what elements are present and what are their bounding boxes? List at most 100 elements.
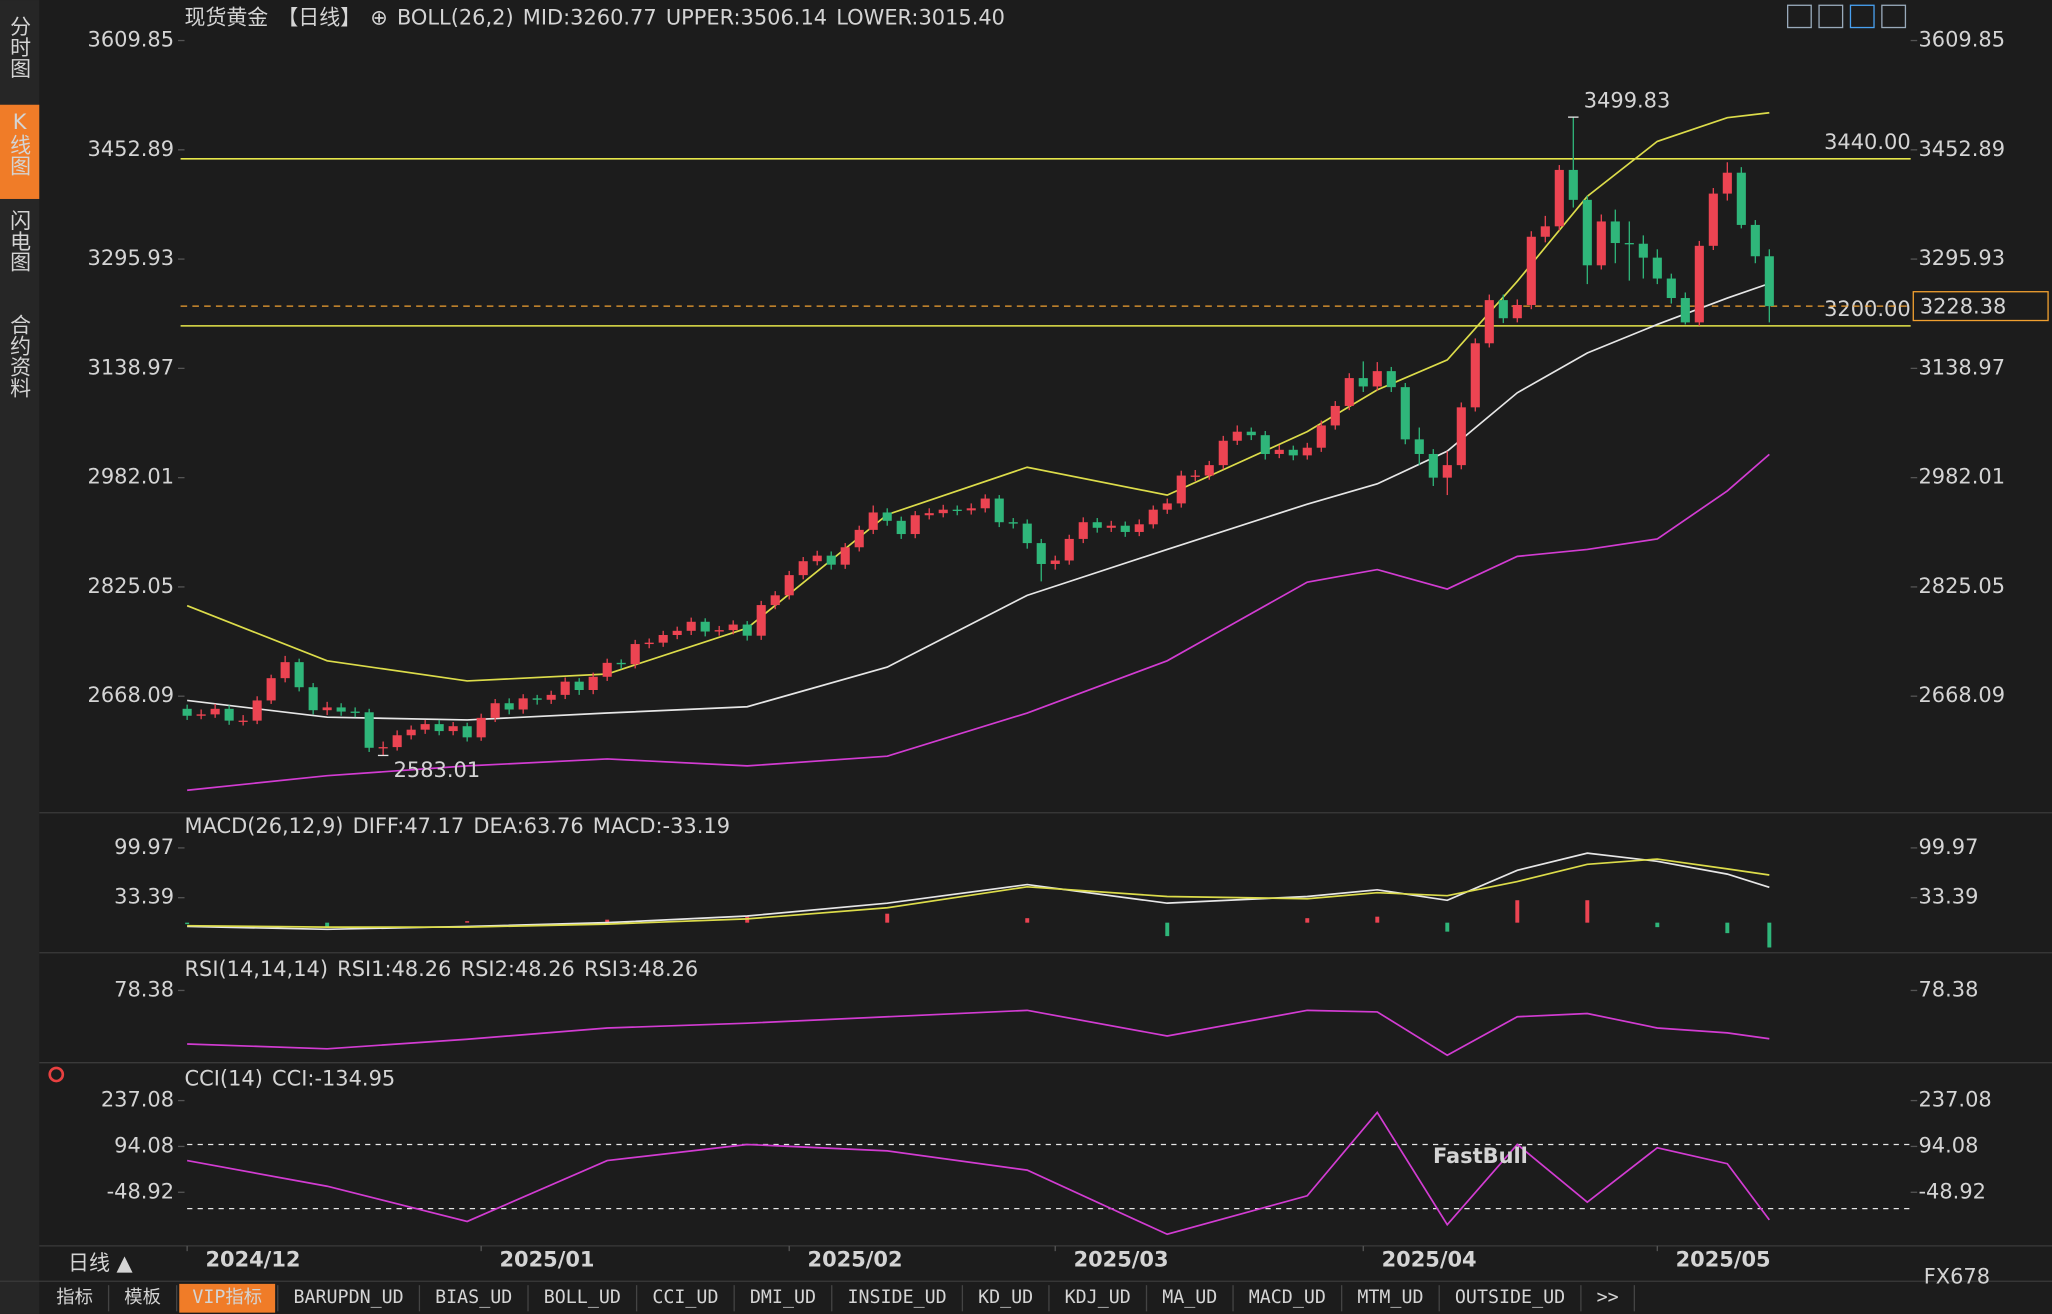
candle-body — [1750, 224, 1760, 257]
candle-body — [1302, 447, 1312, 456]
y-tick-label-right: 3295.93 — [1919, 246, 2006, 270]
candle-body — [616, 662, 626, 665]
candle-body — [1652, 257, 1662, 279]
panel-header-item: DEA:63.76 — [473, 814, 583, 838]
candle-body — [1722, 172, 1732, 194]
candle-body — [1204, 465, 1214, 476]
candle-body — [994, 498, 1004, 523]
candle-body — [868, 512, 878, 530]
icon-button[interactable] — [1881, 4, 1907, 29]
settings-icon[interactable] — [48, 1066, 65, 1083]
toolbar-tab[interactable]: CCI_UD — [652, 1287, 718, 1308]
toolbar-tab[interactable]: MACD_UD — [1249, 1287, 1326, 1308]
candle-body — [1442, 465, 1452, 478]
candle-body — [1484, 300, 1494, 344]
toolbar-tab[interactable]: INSIDE_UD — [847, 1287, 946, 1308]
x-tick-label: 2025/04 — [1382, 1247, 1477, 1271]
indicator-line — [186, 1110, 1771, 1236]
y-tick-label-right: 2982.01 — [1919, 465, 2006, 489]
candle-body — [1596, 221, 1606, 266]
candle-body — [714, 630, 724, 632]
y-tick-label-right: -48.92 — [1919, 1179, 1986, 1203]
candle-body — [1022, 523, 1032, 544]
candle-body — [1680, 298, 1690, 323]
toolbar-tab[interactable]: MTM_UD — [1357, 1287, 1423, 1308]
candle-body — [224, 708, 234, 721]
candle-body — [1470, 343, 1480, 408]
side-tab[interactable]: 合约资料 — [8, 314, 32, 398]
candle-body — [770, 595, 780, 606]
candle-body — [1498, 300, 1508, 319]
candle-body — [294, 662, 304, 688]
toolbar-tab[interactable]: KD_UD — [978, 1287, 1033, 1308]
toolbar-tab[interactable]: KDJ_UD — [1065, 1287, 1131, 1308]
candle-body — [756, 605, 766, 636]
panel-header-item: RSI(14,14,14) — [185, 957, 328, 981]
candle-body — [1344, 378, 1354, 406]
toolbar-tab[interactable]: OUTSIDE_UD — [1455, 1287, 1565, 1308]
candle-body — [784, 575, 794, 596]
histogram-bar — [1515, 900, 1520, 923]
candle-body — [1008, 522, 1018, 524]
y-tick-label-right: 94.08 — [1919, 1133, 1979, 1157]
icon-button[interactable] — [1849, 4, 1875, 29]
panel-header-item: BOLL(26,2) — [397, 5, 514, 29]
side-tab-active[interactable] — [0, 104, 40, 199]
candle-body — [1428, 453, 1438, 478]
candle-body — [700, 621, 710, 632]
candle-body — [546, 694, 556, 700]
candle-body — [644, 642, 654, 645]
candle-body — [910, 515, 920, 535]
candle-body — [966, 508, 976, 511]
icon-button[interactable] — [1786, 4, 1812, 29]
toolbar-tab[interactable]: 模板 — [124, 1287, 161, 1308]
y-tick-label: -48.92 — [107, 1179, 174, 1203]
toolbar-icons[interactable] — [1786, 4, 1907, 29]
candle-body — [1456, 407, 1466, 466]
candle-body — [1610, 221, 1620, 244]
candle-body — [1134, 524, 1144, 532]
watermark: FastBull — [1433, 1144, 1528, 1168]
side-tab[interactable]: 闪电图 — [8, 209, 32, 272]
candle-body — [1120, 525, 1130, 532]
toolbar-tab[interactable]: BIAS_UD — [435, 1287, 512, 1308]
panel-header-item: UPPER:3506.14 — [666, 5, 827, 29]
icon-button[interactable] — [1818, 4, 1844, 29]
panel-header-item: CCI:-134.95 — [272, 1067, 395, 1091]
period-label[interactable]: 日线 ▲ — [68, 1251, 133, 1275]
toolbar-tab[interactable]: BOLL_UD — [544, 1287, 621, 1308]
toolbar-tab-active[interactable] — [179, 1283, 276, 1313]
toolbar-tab[interactable]: >> — [1597, 1287, 1619, 1308]
toolbar-tab[interactable]: MA_UD — [1162, 1287, 1217, 1308]
low-label: 2583.01 — [394, 758, 481, 782]
side-tab[interactable]: 分时图 — [8, 16, 32, 79]
toolbar-tab[interactable]: VIP指标 — [192, 1287, 262, 1308]
candle-body — [308, 687, 318, 711]
candle-body — [448, 726, 458, 732]
panel-header-item: 现货黄金 — [185, 5, 269, 29]
candle-body — [924, 513, 934, 516]
y-tick-label: 3295.93 — [88, 246, 175, 270]
candle-body — [336, 707, 346, 712]
toolbar-tab[interactable]: DMI_UD — [750, 1287, 816, 1308]
y-tick-label: 2982.01 — [88, 465, 175, 489]
candle-body — [798, 561, 808, 576]
x-tick-label: 2025/02 — [808, 1247, 903, 1271]
histogram-bar — [185, 922, 190, 925]
side-tab[interactable]: K线图 — [8, 110, 32, 176]
candle-body — [378, 747, 388, 749]
y-tick-label: 33.39 — [114, 885, 174, 909]
candle-body — [1624, 243, 1634, 245]
candle-body — [196, 714, 206, 716]
candle-body — [1582, 199, 1592, 266]
y-tick-label: 2668.09 — [88, 683, 175, 707]
candle-body — [1554, 169, 1564, 227]
candle-body — [476, 717, 486, 738]
candle-body — [840, 547, 850, 565]
toolbar-tab[interactable]: 指标 — [56, 1287, 93, 1308]
candle-body — [602, 662, 612, 677]
histogram-bar — [1585, 900, 1590, 923]
toolbar-tab[interactable]: BARUPDN_UD — [293, 1287, 403, 1308]
candle-body — [1736, 172, 1746, 225]
